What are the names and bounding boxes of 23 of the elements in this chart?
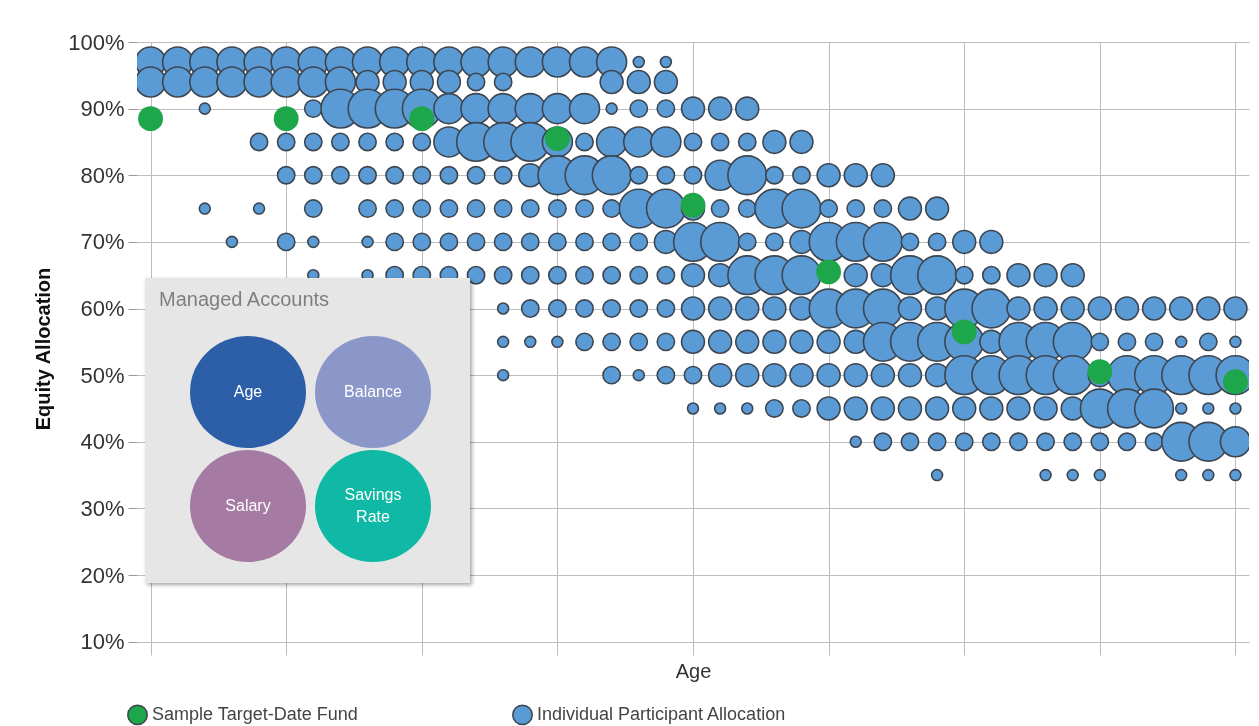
y-tick-label: 70% <box>80 229 125 255</box>
y-tick-label: 50% <box>80 362 125 388</box>
point <box>273 106 299 132</box>
annotation: Managed Accounts <box>159 288 330 311</box>
annotation: Age <box>233 382 263 402</box>
legend-label: Individual Participant Allocation <box>537 703 786 724</box>
point <box>680 192 706 218</box>
legend-label: Sample Target-Date Fund <box>152 703 358 724</box>
y-tick-label: 30% <box>80 495 125 521</box>
y-tick-label: 10% <box>80 629 125 655</box>
y-tick-label: 40% <box>80 429 125 455</box>
y-tick-label: 20% <box>80 562 125 588</box>
y-tick-label: 80% <box>80 162 125 188</box>
y-tick-label: 90% <box>80 96 125 122</box>
point <box>816 259 842 285</box>
y-tick-label: 100% <box>68 29 125 55</box>
point <box>138 106 164 132</box>
y-tick-label: 60% <box>80 296 125 322</box>
y-axis-title: Equity Allocation <box>32 267 55 431</box>
annotation: Balance <box>344 382 402 402</box>
x-axis-title: Age <box>675 659 712 682</box>
annotation: Salary <box>225 496 271 516</box>
annotation: Savings Rate <box>343 485 403 527</box>
